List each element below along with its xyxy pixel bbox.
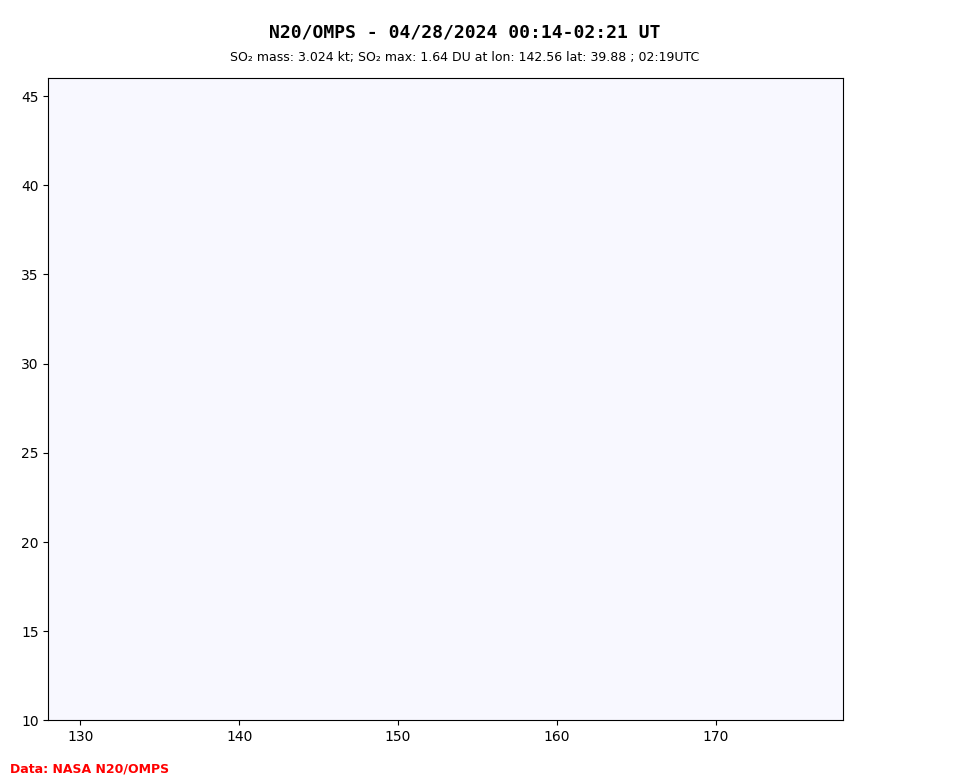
Text: N20/OMPS - 04/28/2024 00:14-02:21 UT: N20/OMPS - 04/28/2024 00:14-02:21 UT [269, 23, 661, 41]
Text: SO₂ mass: 3.024 kt; SO₂ max: 1.64 DU at lon: 142.56 lat: 39.88 ; 02:19UTC: SO₂ mass: 3.024 kt; SO₂ max: 1.64 DU at … [231, 51, 700, 64]
Text: Data: NASA N20/OMPS: Data: NASA N20/OMPS [10, 762, 169, 775]
